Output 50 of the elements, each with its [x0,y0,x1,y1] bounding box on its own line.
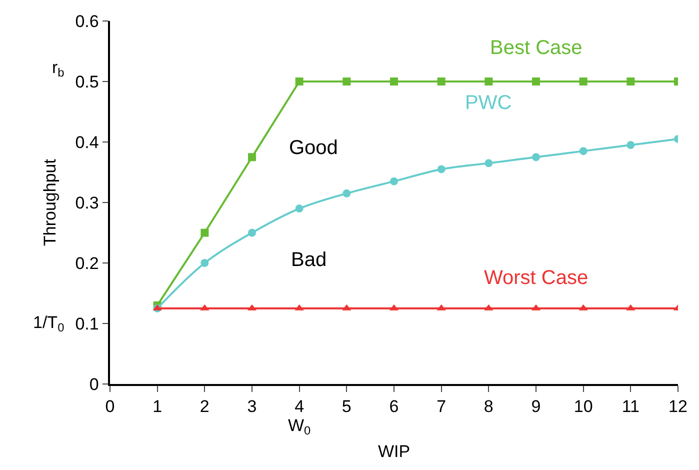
point [626,78,635,86]
x-tick-label: 12 [668,397,688,416]
point [484,159,493,168]
x-tick-label: 1 [152,397,162,416]
point [295,78,304,86]
point [437,165,446,174]
point [248,228,256,237]
x-tick-label: 7 [436,397,446,416]
point [200,228,209,237]
point [248,153,256,162]
x-tick-label: 11 [622,397,640,416]
x-tick-label: 0 [105,397,115,416]
point [532,153,540,162]
y-axis-title: Throughput [40,158,60,246]
point [579,78,588,86]
y-tick-label: 0.5 [75,72,99,92]
series-label: Best Case [490,37,582,59]
point [579,147,588,156]
text: W$_{0}$ [288,416,312,438]
x-tick-label: 10 [574,397,593,416]
text: r$_{b}$ [52,58,65,80]
point [390,78,398,86]
y-tick-label: 0.4 [75,132,99,152]
text: PWC [465,92,512,114]
y-tick-label: 0 [89,374,99,394]
point [200,259,209,267]
point [295,204,304,213]
text: 1/T$_{0}$ [33,313,65,335]
x-axis-title: WIP [378,442,410,462]
series-label: Worst Case [484,267,588,289]
y-tick-label: 0.2 [75,254,99,273]
annotation: Bad [291,249,327,271]
x-tick-label: 8 [484,397,494,416]
point [390,177,398,186]
point [437,78,446,86]
x-tick-label: 2 [200,397,210,416]
annotation: Good [289,137,338,159]
x-tick-label: 9 [531,397,541,416]
point [626,141,635,150]
x-tick-label: 4 [294,397,304,416]
point [484,78,493,86]
x-tick-label: 5 [342,397,352,416]
x-tick-label: 3 [247,397,257,416]
x-tick-label: 6 [389,397,399,416]
point [342,78,351,86]
point [532,78,540,86]
y-tick-label: 0.1 [75,314,99,334]
y-tick-label: 0.6 [75,12,99,31]
point [342,189,351,198]
y-tick-label: 0.3 [75,193,99,212]
